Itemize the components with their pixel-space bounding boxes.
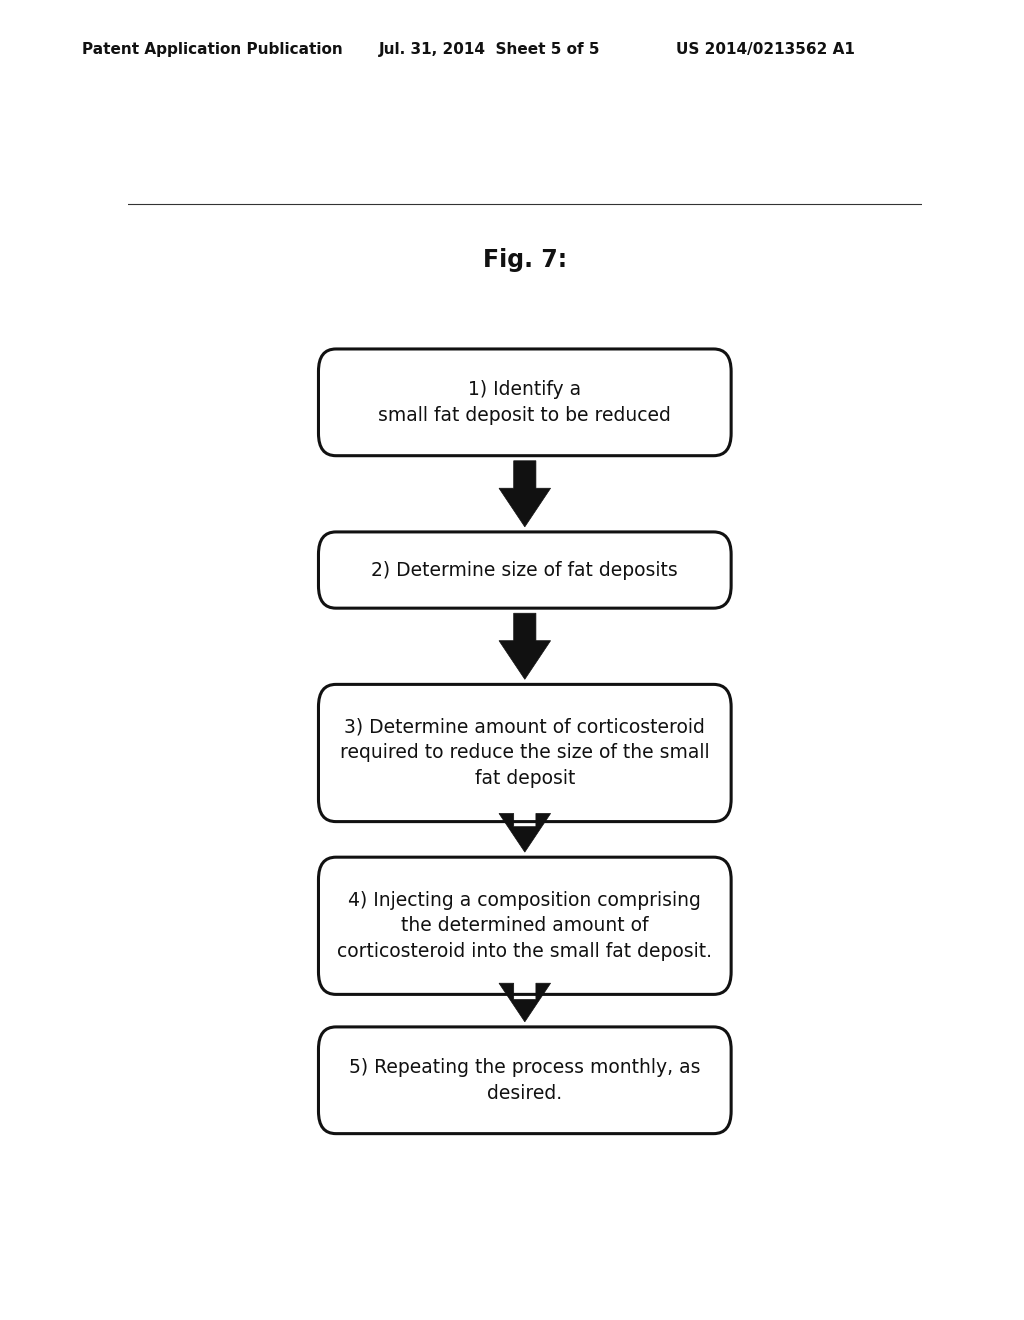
Text: Jul. 31, 2014  Sheet 5 of 5: Jul. 31, 2014 Sheet 5 of 5 [379,42,600,57]
Text: US 2014/0213562 A1: US 2014/0213562 A1 [676,42,855,57]
Polygon shape [499,983,551,1022]
Text: 2) Determine size of fat deposits: 2) Determine size of fat deposits [372,561,678,579]
Text: Fig. 7:: Fig. 7: [482,248,567,272]
FancyBboxPatch shape [318,684,731,821]
FancyBboxPatch shape [318,1027,731,1134]
Text: Patent Application Publication: Patent Application Publication [82,42,343,57]
Text: 1) Identify a
small fat deposit to be reduced: 1) Identify a small fat deposit to be re… [378,380,672,425]
Polygon shape [499,614,551,680]
FancyBboxPatch shape [318,348,731,455]
FancyBboxPatch shape [318,857,731,994]
Text: 5) Repeating the process monthly, as
desired.: 5) Repeating the process monthly, as des… [349,1057,700,1102]
FancyBboxPatch shape [318,532,731,609]
Polygon shape [499,461,551,527]
Text: 4) Injecting a composition comprising
the determined amount of
corticosteroid in: 4) Injecting a composition comprising th… [337,891,713,961]
Text: 3) Determine amount of corticosteroid
required to reduce the size of the small
f: 3) Determine amount of corticosteroid re… [340,718,710,788]
Polygon shape [499,813,551,853]
